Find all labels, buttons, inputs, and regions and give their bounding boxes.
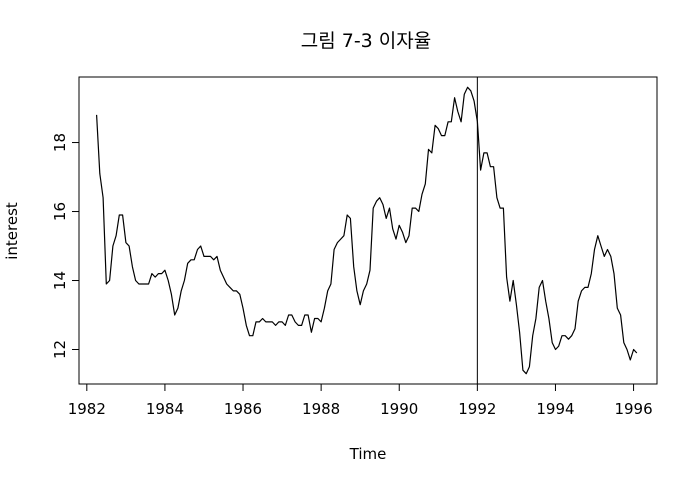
y-tick-label: 16 bbox=[51, 202, 69, 221]
x-tick-label: 1984 bbox=[146, 400, 184, 418]
series-line bbox=[96, 86, 638, 375]
chart-title: 그림 7-3 이자율 bbox=[301, 30, 432, 52]
y-tick-label: 18 bbox=[51, 133, 69, 152]
x-tick-label: 1994 bbox=[536, 400, 574, 418]
y-tick-label: 14 bbox=[51, 271, 69, 290]
x-tick-label: 1988 bbox=[302, 400, 340, 418]
x-tick-label: 1982 bbox=[68, 400, 106, 418]
x-axis: 1982 1984 1986 1988 1990 1992 1994 1996 bbox=[68, 384, 653, 418]
x-tick-label: 1986 bbox=[224, 400, 262, 418]
x-axis-label: Time bbox=[349, 445, 387, 463]
y-axis-label: interest bbox=[3, 202, 21, 260]
x-tick-label: 1990 bbox=[380, 400, 418, 418]
y-tick-label: 12 bbox=[51, 340, 69, 359]
x-tick-label: 1996 bbox=[614, 400, 652, 418]
y-axis: 12 14 16 18 bbox=[51, 133, 79, 359]
x-tick-label: 1992 bbox=[458, 400, 496, 418]
plot-frame bbox=[78, 76, 658, 385]
